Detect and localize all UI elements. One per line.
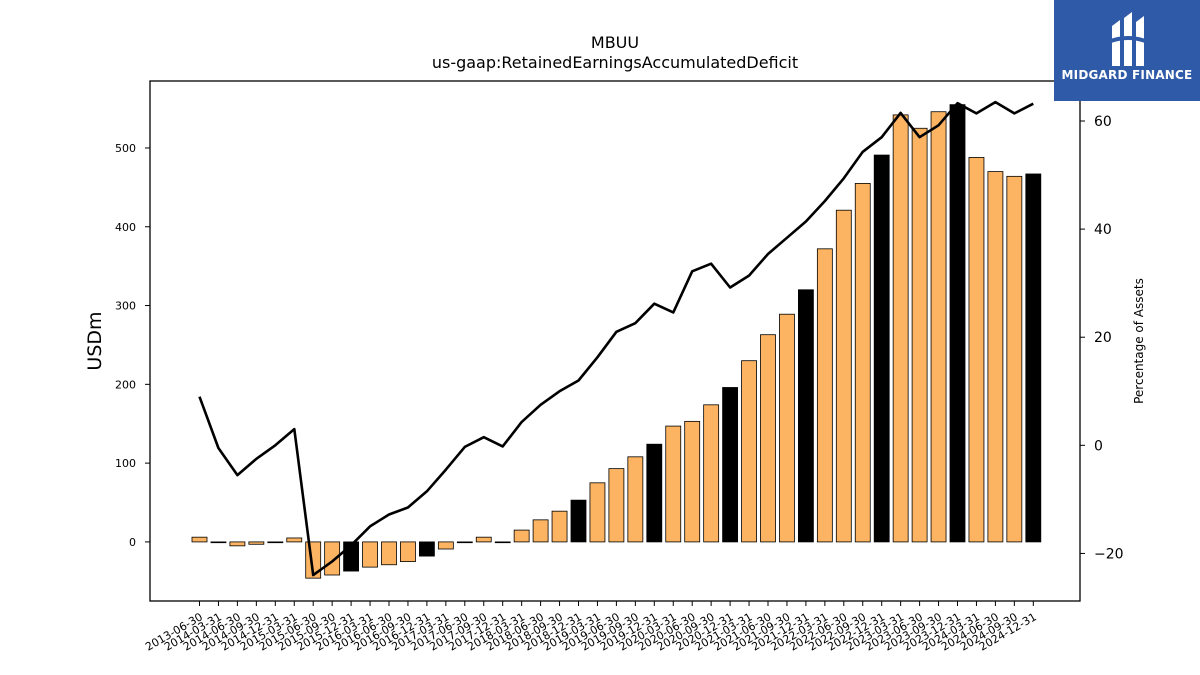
bar <box>494 541 511 544</box>
logo-mark-icon <box>1107 12 1149 66</box>
y-tick-label: 200 <box>115 378 136 391</box>
y2-axis-label: Percentage of Assets <box>1132 278 1146 404</box>
y-tick-label: 400 <box>115 221 136 234</box>
logo-text: MIDGARD FINANCE <box>1061 68 1193 82</box>
bar <box>684 420 701 543</box>
bar <box>949 104 966 543</box>
y-tick-label: 100 <box>115 457 136 470</box>
bar <box>210 541 227 544</box>
bar <box>589 482 606 543</box>
bar <box>760 334 776 543</box>
bar <box>570 499 587 543</box>
y2-tick-label: 0 <box>1094 438 1103 454</box>
bar <box>267 541 284 544</box>
bar <box>665 425 682 543</box>
bar <box>229 541 246 547</box>
bar <box>248 541 265 545</box>
plot-frame <box>149 80 1081 602</box>
y-tick-label: 500 <box>115 142 136 155</box>
bar <box>286 537 303 543</box>
bar <box>722 387 738 543</box>
bar <box>418 541 435 557</box>
midgard-finance-logo: MIDGARD FINANCE <box>1054 0 1200 101</box>
bar <box>551 510 568 543</box>
bar <box>911 127 928 543</box>
percentage-line <box>198 100 1034 577</box>
bar <box>437 541 454 550</box>
chart-subtitle: us-gaap:RetainedEarningsAccumulatedDefic… <box>432 53 798 72</box>
bar <box>513 529 530 543</box>
bar <box>798 289 814 543</box>
bar <box>400 541 416 563</box>
bar <box>646 443 663 543</box>
bar <box>816 248 833 543</box>
bar <box>627 456 644 543</box>
bar <box>1006 175 1023 543</box>
bar <box>987 171 1004 543</box>
y2-tick-label: −20 <box>1094 546 1124 562</box>
y-tick-label: 300 <box>115 300 136 313</box>
y2-tick-label: 60 <box>1094 114 1112 130</box>
bar <box>930 111 947 543</box>
bar <box>381 541 397 566</box>
bar <box>362 541 378 568</box>
bar <box>608 468 625 543</box>
bar <box>456 541 473 544</box>
bar <box>968 157 985 543</box>
bar <box>741 360 757 543</box>
bar <box>835 209 852 543</box>
y2-tick-label: 40 <box>1094 222 1112 238</box>
bar <box>703 404 720 543</box>
bar <box>475 536 492 543</box>
bar <box>854 183 871 543</box>
bar <box>324 541 341 576</box>
bar <box>1025 173 1042 543</box>
y-axis-label: USDm <box>84 311 106 370</box>
bar <box>779 313 795 543</box>
y-tick-label: 0 <box>129 536 136 549</box>
bar <box>532 519 549 543</box>
bar <box>873 154 890 543</box>
bar <box>191 536 208 543</box>
y2-tick-label: 20 <box>1094 330 1112 346</box>
bar <box>892 114 909 543</box>
chart-title: MBUU <box>591 33 639 52</box>
